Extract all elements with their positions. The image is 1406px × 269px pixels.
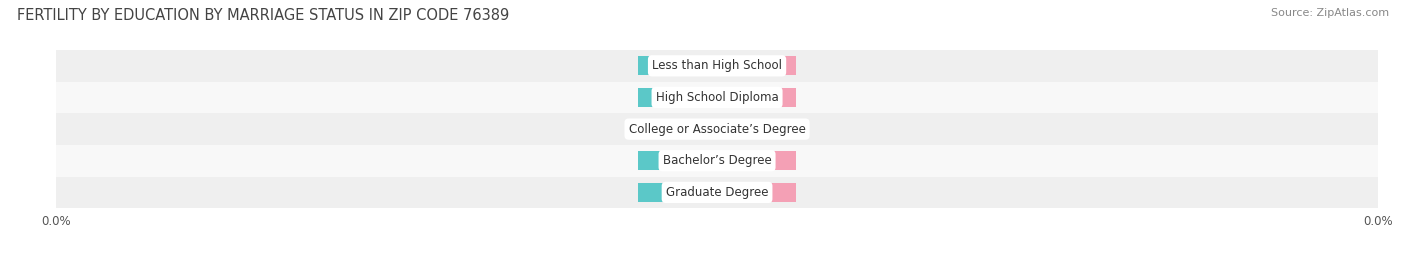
Text: Source: ZipAtlas.com: Source: ZipAtlas.com <box>1271 8 1389 18</box>
Text: FERTILITY BY EDUCATION BY MARRIAGE STATUS IN ZIP CODE 76389: FERTILITY BY EDUCATION BY MARRIAGE STATU… <box>17 8 509 23</box>
Text: 0.0%: 0.0% <box>742 187 772 197</box>
Bar <box>717 151 796 170</box>
Text: 0.0%: 0.0% <box>662 61 692 71</box>
Text: 0.0%: 0.0% <box>662 93 692 102</box>
Bar <box>56 145 1378 176</box>
Bar <box>717 88 796 107</box>
Legend: Married, Unmarried: Married, Unmarried <box>633 266 801 269</box>
Text: 0.0%: 0.0% <box>662 124 692 134</box>
Bar <box>717 56 796 75</box>
Text: High School Diploma: High School Diploma <box>655 91 779 104</box>
Bar <box>638 56 717 75</box>
Bar <box>56 113 1378 145</box>
Bar <box>638 88 717 107</box>
Text: 0.0%: 0.0% <box>742 93 772 102</box>
Bar <box>717 120 796 139</box>
Text: Graduate Degree: Graduate Degree <box>666 186 768 199</box>
Text: Less than High School: Less than High School <box>652 59 782 72</box>
Bar <box>56 82 1378 113</box>
Text: 0.0%: 0.0% <box>742 124 772 134</box>
Bar <box>56 176 1378 208</box>
Bar <box>638 183 717 202</box>
Bar <box>717 183 796 202</box>
Text: Bachelor’s Degree: Bachelor’s Degree <box>662 154 772 167</box>
Bar <box>638 151 717 170</box>
Text: 0.0%: 0.0% <box>742 61 772 71</box>
Bar <box>638 120 717 139</box>
Text: 0.0%: 0.0% <box>742 156 772 166</box>
Bar <box>56 50 1378 82</box>
Text: 0.0%: 0.0% <box>662 156 692 166</box>
Text: 0.0%: 0.0% <box>662 187 692 197</box>
Text: College or Associate’s Degree: College or Associate’s Degree <box>628 123 806 136</box>
